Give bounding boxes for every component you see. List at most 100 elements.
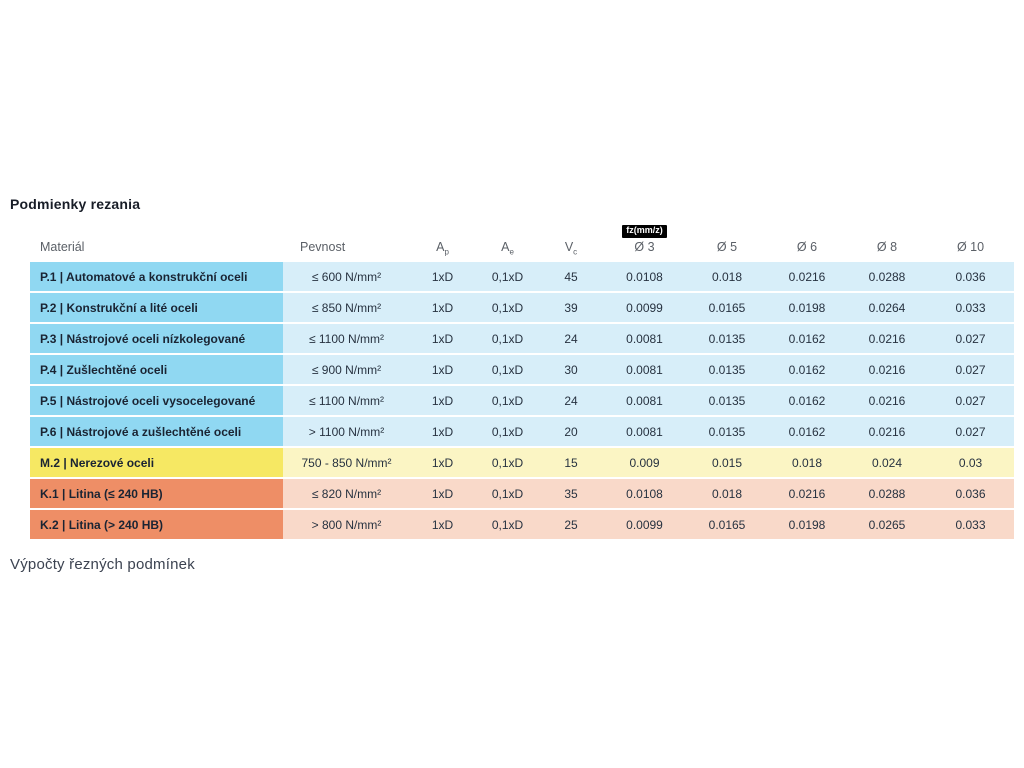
value-cell-vc: 25 xyxy=(540,510,602,539)
value-cell-d10: 0.027 xyxy=(927,324,1014,353)
column-header-label: Ae xyxy=(501,240,514,257)
value-cell-d8: 0.0264 xyxy=(847,293,927,322)
value-cell-d6: 0.0162 xyxy=(767,386,847,415)
value-cell-d10: 0.036 xyxy=(927,479,1014,508)
value-cell-d8: 0.0288 xyxy=(847,479,927,508)
value-cell-pevnost: ≤ 600 N/mm² xyxy=(283,262,410,291)
value-cell-d6: 0.0198 xyxy=(767,293,847,322)
value-cell-d8: 0.0216 xyxy=(847,386,927,415)
value-cell-d8: 0.024 xyxy=(847,448,927,477)
value-cell-d3: 0.009 xyxy=(602,448,687,477)
value-cell-ap: 1xD xyxy=(410,510,475,539)
column-header-ae: Ae xyxy=(475,222,540,262)
column-header-label: Pevnost xyxy=(300,240,346,254)
value-cell-ae: 0,1xD xyxy=(475,448,540,477)
value-cell-ap: 1xD xyxy=(410,355,475,384)
table-row: P.6 | Nástrojové a zušlechtěné oceli > 11… xyxy=(30,417,1014,446)
value-cell-d10: 0.027 xyxy=(927,417,1014,446)
value-cell-d3: 0.0108 xyxy=(602,262,687,291)
value-cell-pevnost: > 800 N/mm² xyxy=(283,510,410,539)
value-cell-d3: 0.0081 xyxy=(602,324,687,353)
cutting-conditions-table: Materiál Pevnost Ap Ae Vc fz(mm/z) Ø 3 Ø 5 Ø 6 Ø … xyxy=(30,222,1014,541)
column-header-label: Materiál xyxy=(40,240,85,254)
column-header-d6: Ø 6 xyxy=(767,222,847,262)
value-cell-ae: 0,1xD xyxy=(475,355,540,384)
value-cell-d5: 0.0135 xyxy=(687,386,767,415)
material-cell: K.2 | Litina (> 240 HB) xyxy=(30,510,283,539)
column-header-ap: Ap xyxy=(410,222,475,262)
material-cell: P.5 | Nástrojové oceli vysocelegované xyxy=(30,386,283,415)
value-cell-d6: 0.0216 xyxy=(767,262,847,291)
column-header-label: Ø 5 xyxy=(716,240,738,254)
table-row: P.1 | Automatové a konstrukční oceli ≤ 60… xyxy=(30,262,1014,291)
table-row: K.2 | Litina (> 240 HB) > 800 N/mm² 1xD 0,1… xyxy=(30,510,1014,539)
value-cell-d10: 0.033 xyxy=(927,510,1014,539)
value-cell-pevnost: ≤ 1100 N/mm² xyxy=(283,386,410,415)
material-cell: P.3 | Nástrojové oceli nízkolegované xyxy=(30,324,283,353)
value-cell-pevnost: ≤ 900 N/mm² xyxy=(283,355,410,384)
value-cell-ap: 1xD xyxy=(410,324,475,353)
fz-unit-badge: fz(mm/z) xyxy=(622,225,667,238)
value-cell-vc: 15 xyxy=(540,448,602,477)
page-title: Podmienky rezania xyxy=(10,196,141,212)
column-header-label: Ap xyxy=(436,240,449,257)
column-header-material: Materiál xyxy=(30,222,283,262)
value-cell-d6: 0.0216 xyxy=(767,479,847,508)
column-header-vc: Vc xyxy=(540,222,602,262)
value-cell-ae: 0,1xD xyxy=(475,510,540,539)
value-cell-d3: 0.0108 xyxy=(602,479,687,508)
table-body: P.1 | Automatové a konstrukční oceli ≤ 60… xyxy=(30,262,1014,539)
value-cell-vc: 35 xyxy=(540,479,602,508)
value-cell-ap: 1xD xyxy=(410,448,475,477)
table-row: P.2 | Konstrukční a lité oceli ≤ 850 N/mm… xyxy=(30,293,1014,322)
value-cell-ap: 1xD xyxy=(410,293,475,322)
column-header-label: Vc xyxy=(564,240,578,257)
value-cell-d3: 0.0081 xyxy=(602,355,687,384)
material-cell: P.2 | Konstrukční a lité oceli xyxy=(30,293,283,322)
column-header-label: Ø 10 xyxy=(956,240,985,254)
material-cell: M.2 | Nerezové oceli xyxy=(30,448,283,477)
value-cell-d8: 0.0265 xyxy=(847,510,927,539)
value-cell-d5: 0.015 xyxy=(687,448,767,477)
value-cell-vc: 39 xyxy=(540,293,602,322)
value-cell-d3: 0.0081 xyxy=(602,386,687,415)
footer-link-vypocty: Výpočty řezných podmínek xyxy=(10,556,195,573)
value-cell-d6: 0.018 xyxy=(767,448,847,477)
value-cell-d10: 0.03 xyxy=(927,448,1014,477)
value-cell-ap: 1xD xyxy=(410,262,475,291)
column-header-label: Ø 8 xyxy=(876,240,898,254)
value-cell-d5: 0.0165 xyxy=(687,293,767,322)
column-header-pevnost: Pevnost xyxy=(283,222,410,262)
value-cell-d10: 0.036 xyxy=(927,262,1014,291)
value-cell-ap: 1xD xyxy=(410,417,475,446)
value-cell-ae: 0,1xD xyxy=(475,324,540,353)
value-cell-pevnost: ≤ 850 N/mm² xyxy=(283,293,410,322)
material-cell: P.4 | Zušlechtěné oceli xyxy=(30,355,283,384)
material-cell: K.1 | Litina (≤ 240 HB) xyxy=(30,479,283,508)
value-cell-d6: 0.0162 xyxy=(767,355,847,384)
value-cell-d10: 0.033 xyxy=(927,293,1014,322)
value-cell-d8: 0.0216 xyxy=(847,417,927,446)
value-cell-pevnost: ≤ 1100 N/mm² xyxy=(283,324,410,353)
table-header-row: Materiál Pevnost Ap Ae Vc fz(mm/z) Ø 3 Ø 5 Ø 6 Ø … xyxy=(30,222,1014,262)
value-cell-d8: 0.0216 xyxy=(847,324,927,353)
table-row: P.4 | Zušlechtěné oceli ≤ 900 N/mm² 1xD 0,1… xyxy=(30,355,1014,384)
value-cell-pevnost: 750 - 850 N/mm² xyxy=(283,448,410,477)
value-cell-vc: 20 xyxy=(540,417,602,446)
column-header-d8: Ø 8 xyxy=(847,222,927,262)
column-header-label: Ø 3 xyxy=(634,240,655,254)
value-cell-ae: 0,1xD xyxy=(475,386,540,415)
table-row: P.5 | Nástrojové oceli vysocelegované ≤ 1… xyxy=(30,386,1014,415)
value-cell-d5: 0.0135 xyxy=(687,355,767,384)
column-header-d3: fz(mm/z) Ø 3 xyxy=(602,222,687,262)
value-cell-pevnost: ≤ 820 N/mm² xyxy=(283,479,410,508)
column-header-label: Ø 6 xyxy=(796,240,818,254)
value-cell-d5: 0.0165 xyxy=(687,510,767,539)
value-cell-d6: 0.0198 xyxy=(767,510,847,539)
value-cell-vc: 24 xyxy=(540,386,602,415)
value-cell-d3: 0.0099 xyxy=(602,510,687,539)
column-header-d10: Ø 10 xyxy=(927,222,1014,262)
value-cell-d5: 0.018 xyxy=(687,262,767,291)
value-cell-d8: 0.0288 xyxy=(847,262,927,291)
material-cell: P.1 | Automatové a konstrukční oceli xyxy=(30,262,283,291)
